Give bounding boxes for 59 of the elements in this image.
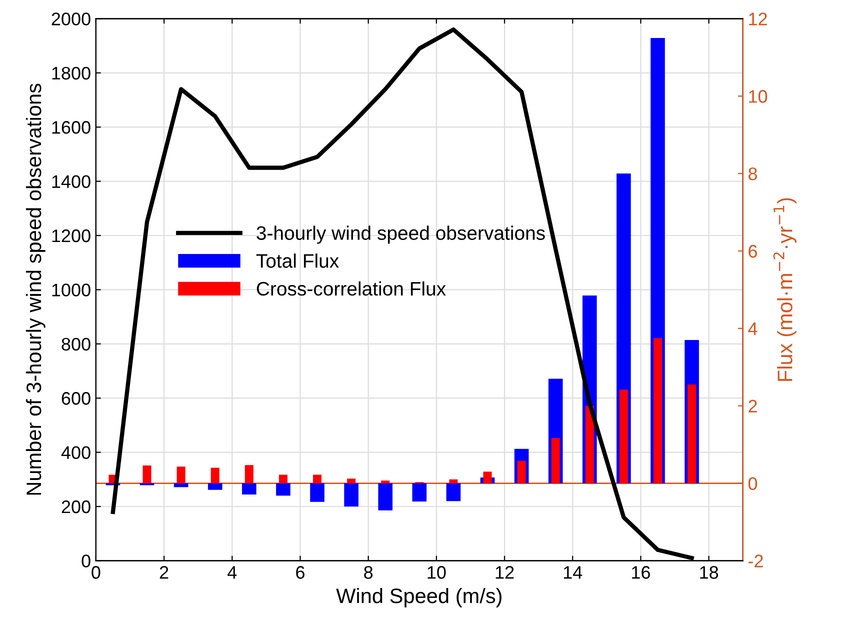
x-tick-label: 6 [296, 566, 304, 579]
x-tick-label: 16 [632, 566, 650, 579]
bar [278, 474, 288, 484]
bar [551, 438, 560, 484]
y2-axis-title: Flux (mol·m$^{−2}$·yr$^{−1}$) [773, 198, 796, 381]
bar [344, 483, 358, 506]
y2-tick-label: 2 [748, 400, 757, 412]
bar [378, 483, 393, 510]
y-tick-label: 0 [82, 554, 90, 568]
y2-tick-label: -2 [748, 554, 763, 568]
bar [412, 483, 427, 502]
bar [653, 338, 662, 484]
bar [517, 460, 526, 484]
y-tick-label: 2000 [52, 12, 90, 26]
y2-tick-label: 6 [748, 244, 757, 258]
x-tick-label: 12 [496, 566, 514, 579]
y2-tick-label: 12 [749, 12, 767, 26]
bar [210, 468, 220, 484]
bar [446, 483, 461, 502]
bar [585, 406, 594, 484]
y-tick-label: 200 [62, 500, 90, 514]
legend-label: Cross-correlation Flux [256, 281, 446, 296]
bar [242, 483, 256, 494]
y2-tick-label: 0 [748, 477, 758, 490]
y-axis-title: Number of 3-hourly wind speed observations [26, 84, 46, 495]
y2-tick-label: 8 [748, 167, 757, 180]
bar [381, 480, 390, 484]
x-tick-label: 18 [700, 566, 718, 579]
x-tick-label: 8 [364, 566, 373, 579]
y2-tick-label: 10 [749, 90, 768, 103]
y-tick-label: 600 [62, 392, 90, 405]
y-tick-label: 1000 [52, 284, 90, 296]
x-tick-label: 4 [228, 566, 237, 579]
x-tick-label: 10 [428, 566, 446, 579]
legend-label: 3-hourly wind speed observations [256, 226, 545, 244]
legend-label: Total Flux [256, 254, 339, 268]
bar [483, 472, 492, 484]
x-axis-title: Wind Speed (m/s) [336, 588, 502, 608]
y-tick-label: 1800 [52, 66, 90, 80]
bar [244, 465, 254, 484]
bar [208, 483, 222, 490]
bar [313, 474, 322, 484]
bar [449, 479, 458, 484]
y-tick-label: 400 [61, 446, 90, 460]
x-tick-label: 0 [92, 566, 100, 579]
bar [347, 478, 356, 484]
y2-tick-label: 4 [748, 322, 758, 335]
y-tick-label: 1200 [52, 229, 90, 242]
bar [176, 466, 186, 484]
bar [276, 483, 290, 496]
bar [619, 390, 628, 484]
bar [688, 384, 696, 484]
bar [310, 483, 324, 502]
x-tick-label: 2 [160, 566, 168, 579]
bar [142, 465, 152, 484]
y-tick-label: 1600 [52, 121, 90, 134]
y-tick-label: 800 [62, 338, 90, 351]
y-tick-label: 1400 [52, 175, 90, 188]
x-tick-label: 14 [564, 566, 582, 579]
